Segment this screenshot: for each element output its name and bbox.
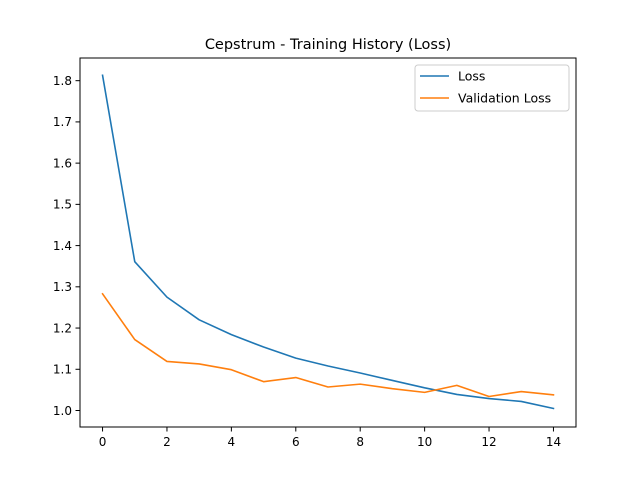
chart-title: Cepstrum - Training History (Loss) bbox=[205, 37, 451, 53]
x-tick-label: 2 bbox=[163, 435, 171, 449]
x-tick-label: 4 bbox=[228, 435, 236, 449]
y-tick-label: 1.0 bbox=[53, 404, 72, 418]
x-tick-label: 6 bbox=[292, 435, 300, 449]
x-tick-label: 8 bbox=[356, 435, 364, 449]
x-tick-label: 10 bbox=[417, 435, 432, 449]
series-line-validation-loss bbox=[101, 292, 555, 398]
y-tick-label: 1.3 bbox=[53, 280, 72, 294]
y-tick-label: 1.1 bbox=[53, 363, 72, 377]
y-tick-label: 1.4 bbox=[53, 239, 72, 253]
y-tick-label: 1.7 bbox=[53, 115, 72, 129]
series-layer bbox=[101, 74, 555, 410]
legend-label: Validation Loss bbox=[458, 91, 551, 106]
legend-box bbox=[414, 64, 570, 112]
x-tick-label: 12 bbox=[481, 435, 496, 449]
x-tick-label: 14 bbox=[546, 435, 561, 449]
legend: Loss Validation Loss bbox=[414, 64, 570, 112]
series-line-loss bbox=[101, 74, 555, 410]
x-axis: 0 2 4 6 8 10 12 14 bbox=[99, 427, 561, 449]
y-tick-label: 1.2 bbox=[53, 321, 72, 335]
y-axis: 1.0 1.1 1.2 1.3 1.4 1.5 1.6 1.7 1.8 bbox=[53, 74, 80, 418]
y-tick-label: 1.5 bbox=[53, 198, 72, 212]
y-tick-label: 1.6 bbox=[53, 156, 72, 170]
x-tick-label: 0 bbox=[99, 435, 107, 449]
legend-label: Loss bbox=[458, 69, 485, 84]
y-tick-label: 1.8 bbox=[53, 74, 72, 88]
plot-area-frame bbox=[79, 57, 577, 428]
